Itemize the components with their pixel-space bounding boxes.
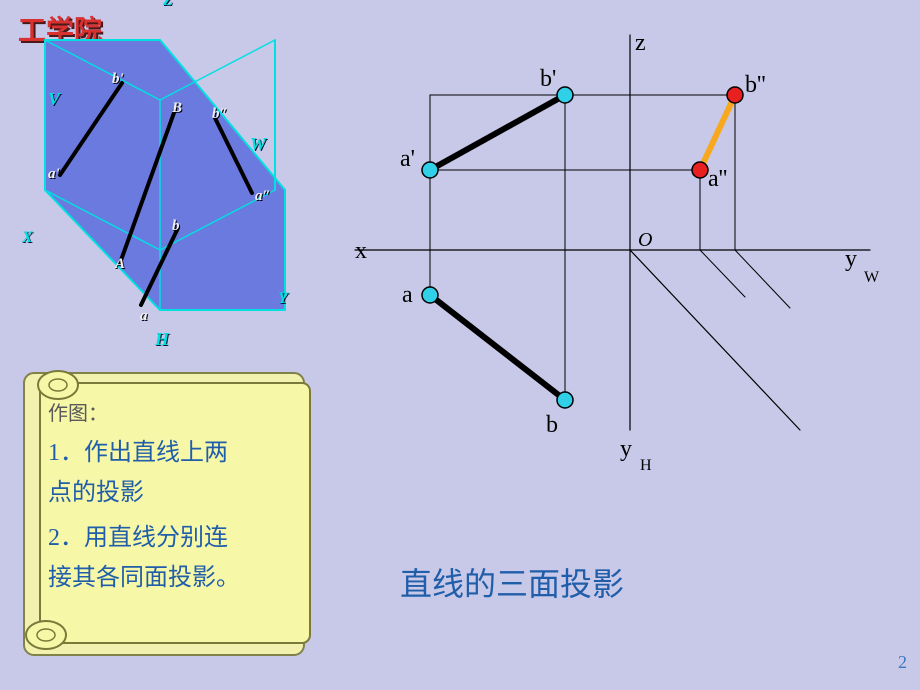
svg-text:1．作出直线上两: 1．作出直线上两: [48, 439, 228, 466]
page-number: 2: [898, 652, 907, 672]
svg-text:X: X: [21, 229, 33, 246]
svg-text:a″: a″: [255, 188, 271, 204]
scroll-note: 作图： 1．作出直线上两点的投影 2．用直线分别连接其各同面投影。: [24, 371, 310, 655]
svg-text:O: O: [638, 229, 652, 251]
svg-text:Y: Y: [278, 290, 289, 307]
svg-text:H: H: [154, 329, 170, 349]
svg-text:a: a: [140, 308, 148, 324]
svg-text:点的投影: 点的投影: [48, 479, 144, 506]
svg-text:b': b': [112, 71, 124, 87]
svg-text:b: b: [546, 412, 558, 438]
svg-text:A: A: [114, 256, 125, 272]
slide-stage: 工学院工学院XXYYZZVVWWHHa'a'b'b'a″a″b″b″AABBaa…: [0, 0, 920, 690]
svg-text:z: z: [635, 30, 646, 56]
svg-text:a'': a'': [708, 166, 727, 192]
svg-text:a': a': [400, 146, 415, 172]
svg-text:y: y: [620, 436, 632, 462]
svg-text:y: y: [845, 246, 857, 272]
svg-text:H: H: [640, 457, 652, 474]
svg-text:b″: b″: [212, 106, 228, 122]
svg-text:a: a: [402, 282, 413, 308]
svg-text:a': a': [48, 166, 60, 182]
svg-text:b': b': [540, 66, 556, 92]
svg-text:2．用直线分别连: 2．用直线分别连: [48, 524, 228, 551]
svg-text:x: x: [355, 238, 367, 264]
svg-text:B: B: [171, 100, 182, 116]
svg-text:Z: Z: [162, 0, 173, 9]
svg-text:V: V: [48, 89, 62, 109]
svg-text:b'': b'': [745, 72, 766, 98]
slide-svg: 工学院工学院XXYYZZVVWWHHa'a'b'b'a″a″b″b″AABBaa…: [0, 0, 920, 690]
svg-text:W: W: [864, 269, 880, 286]
slide-title: 直线的三面投影: [400, 566, 624, 602]
svg-text:接其各同面投影。: 接其各同面投影。: [48, 564, 240, 591]
svg-text:W: W: [250, 134, 268, 154]
svg-text:b: b: [172, 218, 180, 234]
svg-text:作图：: 作图：: [48, 402, 108, 425]
